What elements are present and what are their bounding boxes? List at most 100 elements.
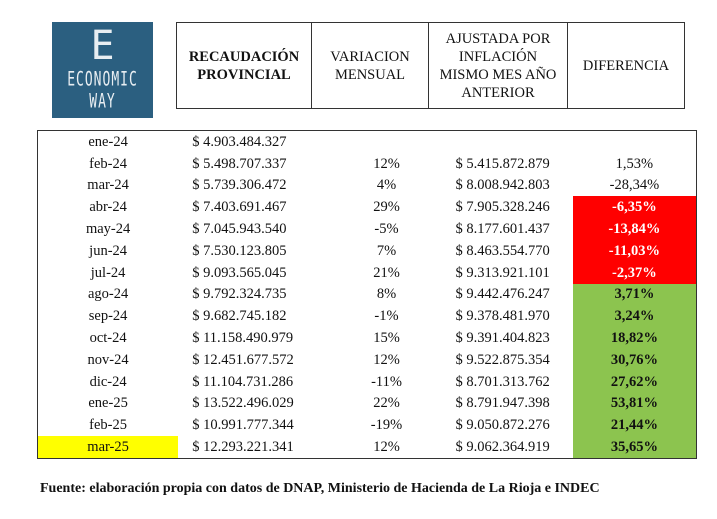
logo-line1: ECONOMIC xyxy=(67,69,138,92)
table-row: sep-24 $ 9.682.745.182 -1% $ 9.378.481.970 3… xyxy=(38,305,697,328)
table-row: mar-25 $ 12.293.221.341 12% $ 9.062.364.919… xyxy=(37,436,697,459)
recaudacion-cell: $ 7.403.691.467 xyxy=(192,199,287,216)
variacion-cell: -1% xyxy=(374,308,399,325)
recaudacion-cell: $ 7.530.123.805 xyxy=(192,242,287,259)
table-row: dic-24 $ 11.104.731.286 -11% $ 8.701.313.76… xyxy=(38,370,697,393)
variacion-cell: 15% xyxy=(373,330,400,347)
table-row: ene-25 $ 13.522.496.029 22% $ 8.791.947.398… xyxy=(38,392,697,415)
month-cell: mar-25 xyxy=(37,436,179,459)
diferencia-cell: 3,71% xyxy=(572,283,697,306)
ajustada-cell: $ 7.905.328.246 xyxy=(455,199,550,216)
month-cell: ene-24 xyxy=(88,133,128,150)
variacion-cell: -5% xyxy=(374,221,399,238)
diferencia-cell: 27,62% xyxy=(572,370,697,393)
recaudacion-cell: $ 5.498.707.337 xyxy=(192,155,287,172)
ajustada-cell xyxy=(433,131,573,153)
diferencia-cell: 53,81% xyxy=(572,392,697,415)
recaudacion-cell: $ 12.451.677.572 xyxy=(192,351,294,368)
recaudacion-cell: $ 9.792.324.735 xyxy=(192,286,287,303)
diferencia-cell: 3,24% xyxy=(572,305,697,328)
diferencia-cell: -6,35% xyxy=(572,196,697,219)
table-row: abr-24 $ 7.403.691.467 29% $ 7.905.328.246 -… xyxy=(38,196,697,219)
diferencia-cell: 30,76% xyxy=(572,348,697,371)
recaudacion-cell: $ 5.739.306.472 xyxy=(192,177,287,194)
ajustada-cell: $ 8.701.313.762 xyxy=(455,373,550,390)
variacion-cell: -11% xyxy=(371,373,402,390)
diferencia-cell: -2,37% xyxy=(572,261,697,284)
month-cell: jul-24 xyxy=(90,264,126,281)
table-row: nov-24 $ 12.451.677.572 12% $ 9.522.875.354… xyxy=(38,348,697,371)
recaudacion-cell: $ 11.158.490.979 xyxy=(192,330,294,347)
diferencia-cell: -13,84% xyxy=(572,218,697,240)
header-diferencia: DIFERENCIA xyxy=(567,22,685,109)
ajustada-cell: $ 9.378.481.970 xyxy=(455,308,550,325)
table-row: may-24 $ 7.045.943.540 -5% $ 8.177.601.437 -… xyxy=(38,218,697,240)
variacion-cell: 21% xyxy=(373,264,400,281)
header-table: RECAUDACIÓN PROVINCIAL VARIACION MENSUAL… xyxy=(176,22,685,109)
diferencia-cell: 35,65% xyxy=(572,436,697,459)
ajustada-cell: $ 9.442.476.247 xyxy=(455,286,550,303)
table-row: ene-24 $ 4.903.484.327 xyxy=(38,131,697,153)
ajustada-cell: $ 9.313.921.101 xyxy=(455,264,550,281)
ajustada-cell: $ 8.008.942.803 xyxy=(455,177,550,194)
variacion-cell: 29% xyxy=(373,199,400,216)
recaudacion-cell: $ 4.903.484.327 xyxy=(192,133,287,150)
diferencia-cell: -11,03% xyxy=(572,239,697,262)
header-variacion: VARIACION MENSUAL xyxy=(311,22,429,109)
month-cell: dic-24 xyxy=(89,373,127,390)
recaudacion-cell: $ 9.093.565.045 xyxy=(192,264,287,281)
table-row: ago-24 $ 9.792.324.735 8% $ 9.442.476.247 3,… xyxy=(38,283,697,306)
ajustada-cell: $ 9.050.872.276 xyxy=(455,417,550,434)
recaudacion-cell: $ 7.045.943.540 xyxy=(192,221,287,238)
table-row: mar-24 $ 5.739.306.472 4% $ 8.008.942.803 -2… xyxy=(38,175,697,197)
ajustada-cell: $ 8.463.554.770 xyxy=(455,242,550,259)
header-ajustada: AJUSTADA POR INFLACIÓN MISMO MES AÑO ANT… xyxy=(428,22,568,109)
month-cell: nov-24 xyxy=(87,351,129,368)
header-recaudacion: RECAUDACIÓN PROVINCIAL xyxy=(176,22,312,109)
diferencia-cell: 21,44% xyxy=(572,414,697,437)
economic-way-logo: E ECONOMIC WAY xyxy=(52,22,153,118)
table-row: feb-25 $ 10.991.777.344 -19% $ 9.050.872.27… xyxy=(38,414,697,437)
variacion-cell: 7% xyxy=(376,242,397,259)
diferencia-cell: 18,82% xyxy=(572,327,697,349)
variacion-cell: 8% xyxy=(376,286,397,303)
table-row: jul-24 $ 9.093.565.045 21% $ 9.313.921.101 -… xyxy=(38,261,697,284)
recaudacion-cell: $ 11.104.731.286 xyxy=(192,373,294,390)
source-footnote: Fuente: elaboración propia con datos de … xyxy=(40,481,600,496)
variacion-cell: 22% xyxy=(373,395,400,412)
variacion-cell: 4% xyxy=(376,177,397,194)
month-cell: ago-24 xyxy=(87,286,129,303)
month-cell: oct-24 xyxy=(89,330,127,347)
recaudacion-cell: $ 13.522.496.029 xyxy=(192,395,294,412)
recaudacion-cell: $ 9.682.745.182 xyxy=(192,308,287,325)
variacion-cell: 12% xyxy=(373,155,400,172)
diferencia-cell: -28,34% xyxy=(609,177,660,194)
table-row: jun-24 $ 7.530.123.805 7% $ 8.463.554.770 -1… xyxy=(38,239,697,262)
month-cell: abr-24 xyxy=(89,199,127,216)
diferencia-cell: 1,53% xyxy=(615,155,654,172)
ajustada-cell: $ 9.391.404.823 xyxy=(455,330,550,347)
ajustada-cell: $ 8.791.947.398 xyxy=(455,395,550,412)
variacion-cell: -19% xyxy=(370,417,403,434)
recaudacion-cell: $ 12.293.221.341 xyxy=(192,439,294,456)
ajustada-cell: $ 9.522.875.354 xyxy=(455,351,550,368)
ajustada-cell: $ 5.415.872.879 xyxy=(455,155,550,172)
logo-letter: E xyxy=(90,23,115,69)
month-cell: feb-25 xyxy=(89,417,128,434)
data-table: ene-24 $ 4.903.484.327 feb-24 $ 5.498.707.3… xyxy=(37,130,697,459)
month-cell: may-24 xyxy=(85,221,131,238)
logo-line2: WAY xyxy=(89,91,116,114)
variacion-cell: 12% xyxy=(373,439,400,456)
variacion-cell xyxy=(340,131,432,153)
table-row: feb-24 $ 5.498.707.337 12% $ 5.415.872.879 1… xyxy=(38,153,697,175)
month-cell: feb-24 xyxy=(89,155,128,172)
month-cell: jun-24 xyxy=(89,242,128,259)
ajustada-cell: $ 8.177.601.437 xyxy=(455,221,550,238)
ajustada-cell: $ 9.062.364.919 xyxy=(455,439,550,456)
recaudacion-cell: $ 10.991.777.344 xyxy=(192,417,294,434)
diferencia-cell xyxy=(573,131,697,153)
table-row: oct-24 $ 11.158.490.979 15% $ 9.391.404.823… xyxy=(38,327,697,349)
month-cell: mar-24 xyxy=(87,177,129,194)
month-cell: sep-24 xyxy=(88,308,128,325)
variacion-cell: 12% xyxy=(373,351,400,368)
